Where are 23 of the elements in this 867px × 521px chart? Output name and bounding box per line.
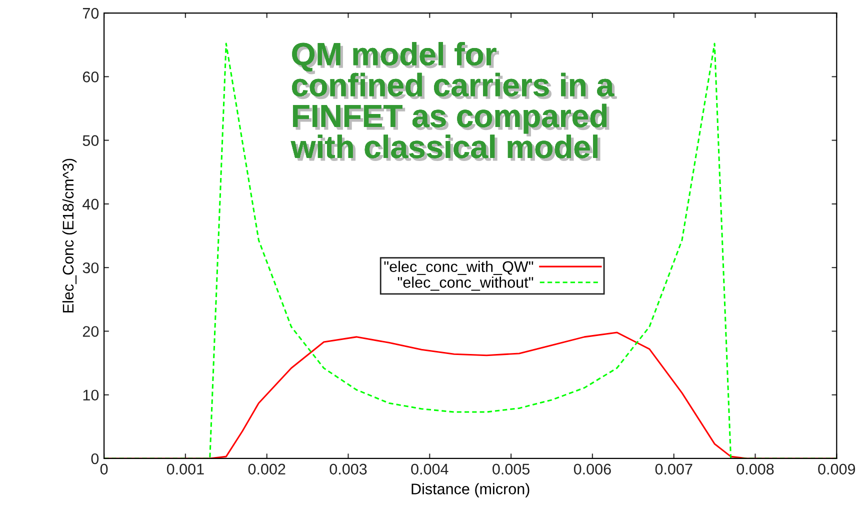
y-tick-label: 40 xyxy=(82,198,99,210)
y-tick-label: 30 xyxy=(82,262,99,274)
x-tick-label: 0.006 xyxy=(574,464,611,475)
y-axis-title: Elec_Conc (E18/cm^3) xyxy=(62,158,77,312)
x-tick-label: 0.008 xyxy=(736,464,774,475)
y-tick-label: 10 xyxy=(83,390,99,401)
x-tick-label: 0.007 xyxy=(655,464,692,475)
x-tick-label: 0.002 xyxy=(248,464,286,475)
legend-label: "elec_conc_without" xyxy=(398,276,534,291)
x-axis-title: Distance (micron) xyxy=(412,483,530,498)
y-tick-label: 20 xyxy=(82,326,99,337)
x-tick-label: 0.003 xyxy=(330,464,367,475)
y-tick-label: 60 xyxy=(82,72,99,82)
x-tick-label: 0.001 xyxy=(166,464,204,475)
legend-label: "elec_conc_with_QW" xyxy=(384,260,534,275)
y-tick-label: 0 xyxy=(91,453,99,464)
y-tick-label: 50 xyxy=(82,135,99,146)
y-tick-label: 70 xyxy=(82,8,99,19)
x-tick-label: 0.004 xyxy=(411,464,448,475)
x-tick-label: 0 xyxy=(100,464,108,475)
x-tick-label: 0.009 xyxy=(818,464,856,475)
x-tick-label: 0.005 xyxy=(492,464,530,475)
annotation: QM model for confined carriers in a FINFET as compared with classical model xyxy=(290,42,617,162)
